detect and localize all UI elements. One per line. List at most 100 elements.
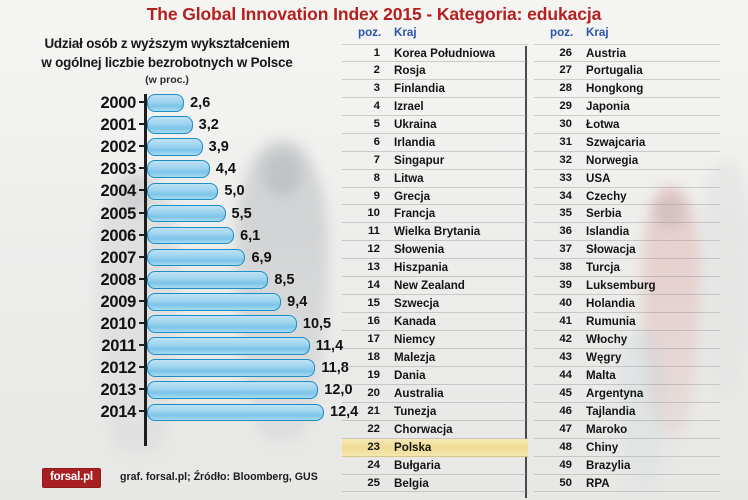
table-row[interactable]: 48 Chiny [534,439,720,457]
table-row[interactable]: 49 Brazylia [534,457,720,475]
table-row[interactable]: 30 Łotwa [534,116,720,134]
table-row[interactable]: 26 Austria [534,44,720,62]
row-position: 45 [559,386,572,399]
table-row[interactable]: 34 Czechy [534,188,720,206]
row-position: 13 [367,261,380,274]
table-row[interactable]: 38 Turcja [534,259,720,278]
table-row[interactable]: 3 Finlandia [342,80,528,98]
table-row[interactable]: 25 Belgia [342,475,528,493]
table-row[interactable]: 43 Węgry [534,349,720,367]
row-country: Szwecja [394,297,440,311]
table-row[interactable]: 20 Australia [342,385,528,403]
table-row[interactable]: 2 Rosja [342,62,528,80]
row-position: 40 [559,297,572,310]
row-country: Chiny [586,440,619,454]
table-row[interactable]: 42 Włochy [534,331,720,349]
table-row[interactable]: 11 Wielka Brytania [342,223,528,242]
table-row[interactable]: 32 Norwegia [534,152,720,170]
row-country: Norwegia [586,153,639,167]
row-position: 48 [559,440,572,453]
chart-bar [147,138,203,156]
chart-bar [147,182,219,201]
row-country: Niemcy [394,333,436,346]
row-country: Portugalia [586,63,643,77]
ranking-table: poz. Kraj 1 Korea Południowa 2 Rosja 3 Finlan… [338,26,748,500]
chart-axis-tick [139,322,145,324]
row-position: 33 [559,171,572,184]
table-row[interactable]: 1 Korea Południowa [342,44,528,62]
chart-bar-value: 3,2 [198,117,219,134]
table-row[interactable]: 9 Grecja [342,188,528,206]
table-row[interactable]: 14 New Zealand [342,277,528,296]
table-row[interactable]: 29 Japonia [534,98,720,116]
row-position: 8 [373,171,380,184]
table-row[interactable]: 17 Niemcy [342,331,528,349]
table-row[interactable]: 39 Luksemburg [534,277,720,296]
row-country: Islandia [586,225,630,239]
table-row[interactable]: 7 Singapur [342,152,528,170]
row-position: 36 [559,225,572,238]
table-row[interactable]: 28 Hongkong [534,80,720,98]
header-position-left: poz. [358,26,382,39]
table-row[interactable]: 37 Słowacja [534,241,720,260]
table-row[interactable]: 46 Tajlandia [534,403,720,421]
table-row[interactable]: 35 Serbia [534,205,720,224]
chart-year-label: 2011 [101,337,136,356]
table-row[interactable]: 23 Polska [342,438,528,457]
chart-row: 2014 12,4 [0,401,358,423]
table-row[interactable]: 12 Słowenia [342,241,528,260]
table-row[interactable]: 5 Ukraina [342,116,528,134]
row-position: 35 [559,207,572,220]
row-country: RPA [586,476,610,490]
ranking-column-right: poz. Kraj 26 Austria 27 Portugalia 28 Hongkon… [534,26,720,493]
chart-bar [147,160,210,179]
chart-bar-value: 6,9 [251,249,272,266]
chart-axis-tick [139,255,145,258]
table-row[interactable]: 19 Dania [342,367,528,385]
table-row[interactable]: 4 Izrael [342,98,528,116]
chart-row: 2001 3,2 [0,114,334,136]
row-position: 47 [559,422,572,435]
row-country: Litwa [394,171,424,185]
table-row[interactable]: 27 Portugalia [534,62,720,80]
ranking-header-right: poz. Kraj [534,26,720,44]
row-position: 4 [373,99,380,112]
table-row[interactable]: 16 Kanada [342,313,528,331]
row-position: 14 [367,279,380,292]
table-row[interactable]: 50 RPA [534,475,720,493]
table-row[interactable]: 24 Bułgaria [342,457,528,475]
table-row[interactable]: 6 Irlandia [342,134,528,152]
table-row[interactable]: 36 Islandia [534,223,720,242]
row-position: 11 [367,225,380,238]
table-row[interactable]: 21 Tunezja [342,403,528,421]
table-row[interactable]: 33 USA [534,170,720,188]
row-position: 1 [373,47,380,59]
source-note: graf. forsal.pl; Źródło: Bloomberg, GUS [120,471,318,483]
table-row[interactable]: 44 Malta [534,367,720,385]
chart-bar-value: 5,0 [224,183,245,200]
table-row[interactable]: 31 Szwajcaria [534,134,720,152]
chart-bar-value: 10,5 [302,316,332,332]
row-country: Rosja [394,63,426,77]
chart-year-label: 2002 [100,138,136,157]
chart-bar [147,315,297,333]
row-position: 37 [559,243,572,256]
table-row[interactable]: 15 Szwecja [342,295,528,314]
row-country: Wielka Brytania [394,225,481,239]
row-country: New Zealand [394,279,465,293]
row-position: 6 [373,135,380,148]
table-row[interactable]: 18 Malezja [342,349,528,367]
row-position: 19 [367,368,380,381]
row-position: 3 [373,81,380,94]
row-country: USA [586,171,611,185]
table-row[interactable]: 22 Chorwacja [342,421,528,439]
table-row[interactable]: 10 Francja [342,205,528,224]
table-row[interactable]: 41 Rumunia [534,313,720,331]
chart-bar [147,359,316,377]
table-row[interactable]: 8 Litwa [342,170,528,188]
table-row[interactable]: 13 Hiszpania [342,259,528,278]
table-row[interactable]: 47 Maroko [534,421,720,439]
table-row[interactable]: 45 Argentyna [534,385,720,403]
row-position: 34 [559,189,572,202]
table-row[interactable]: 40 Holandia [534,295,720,314]
